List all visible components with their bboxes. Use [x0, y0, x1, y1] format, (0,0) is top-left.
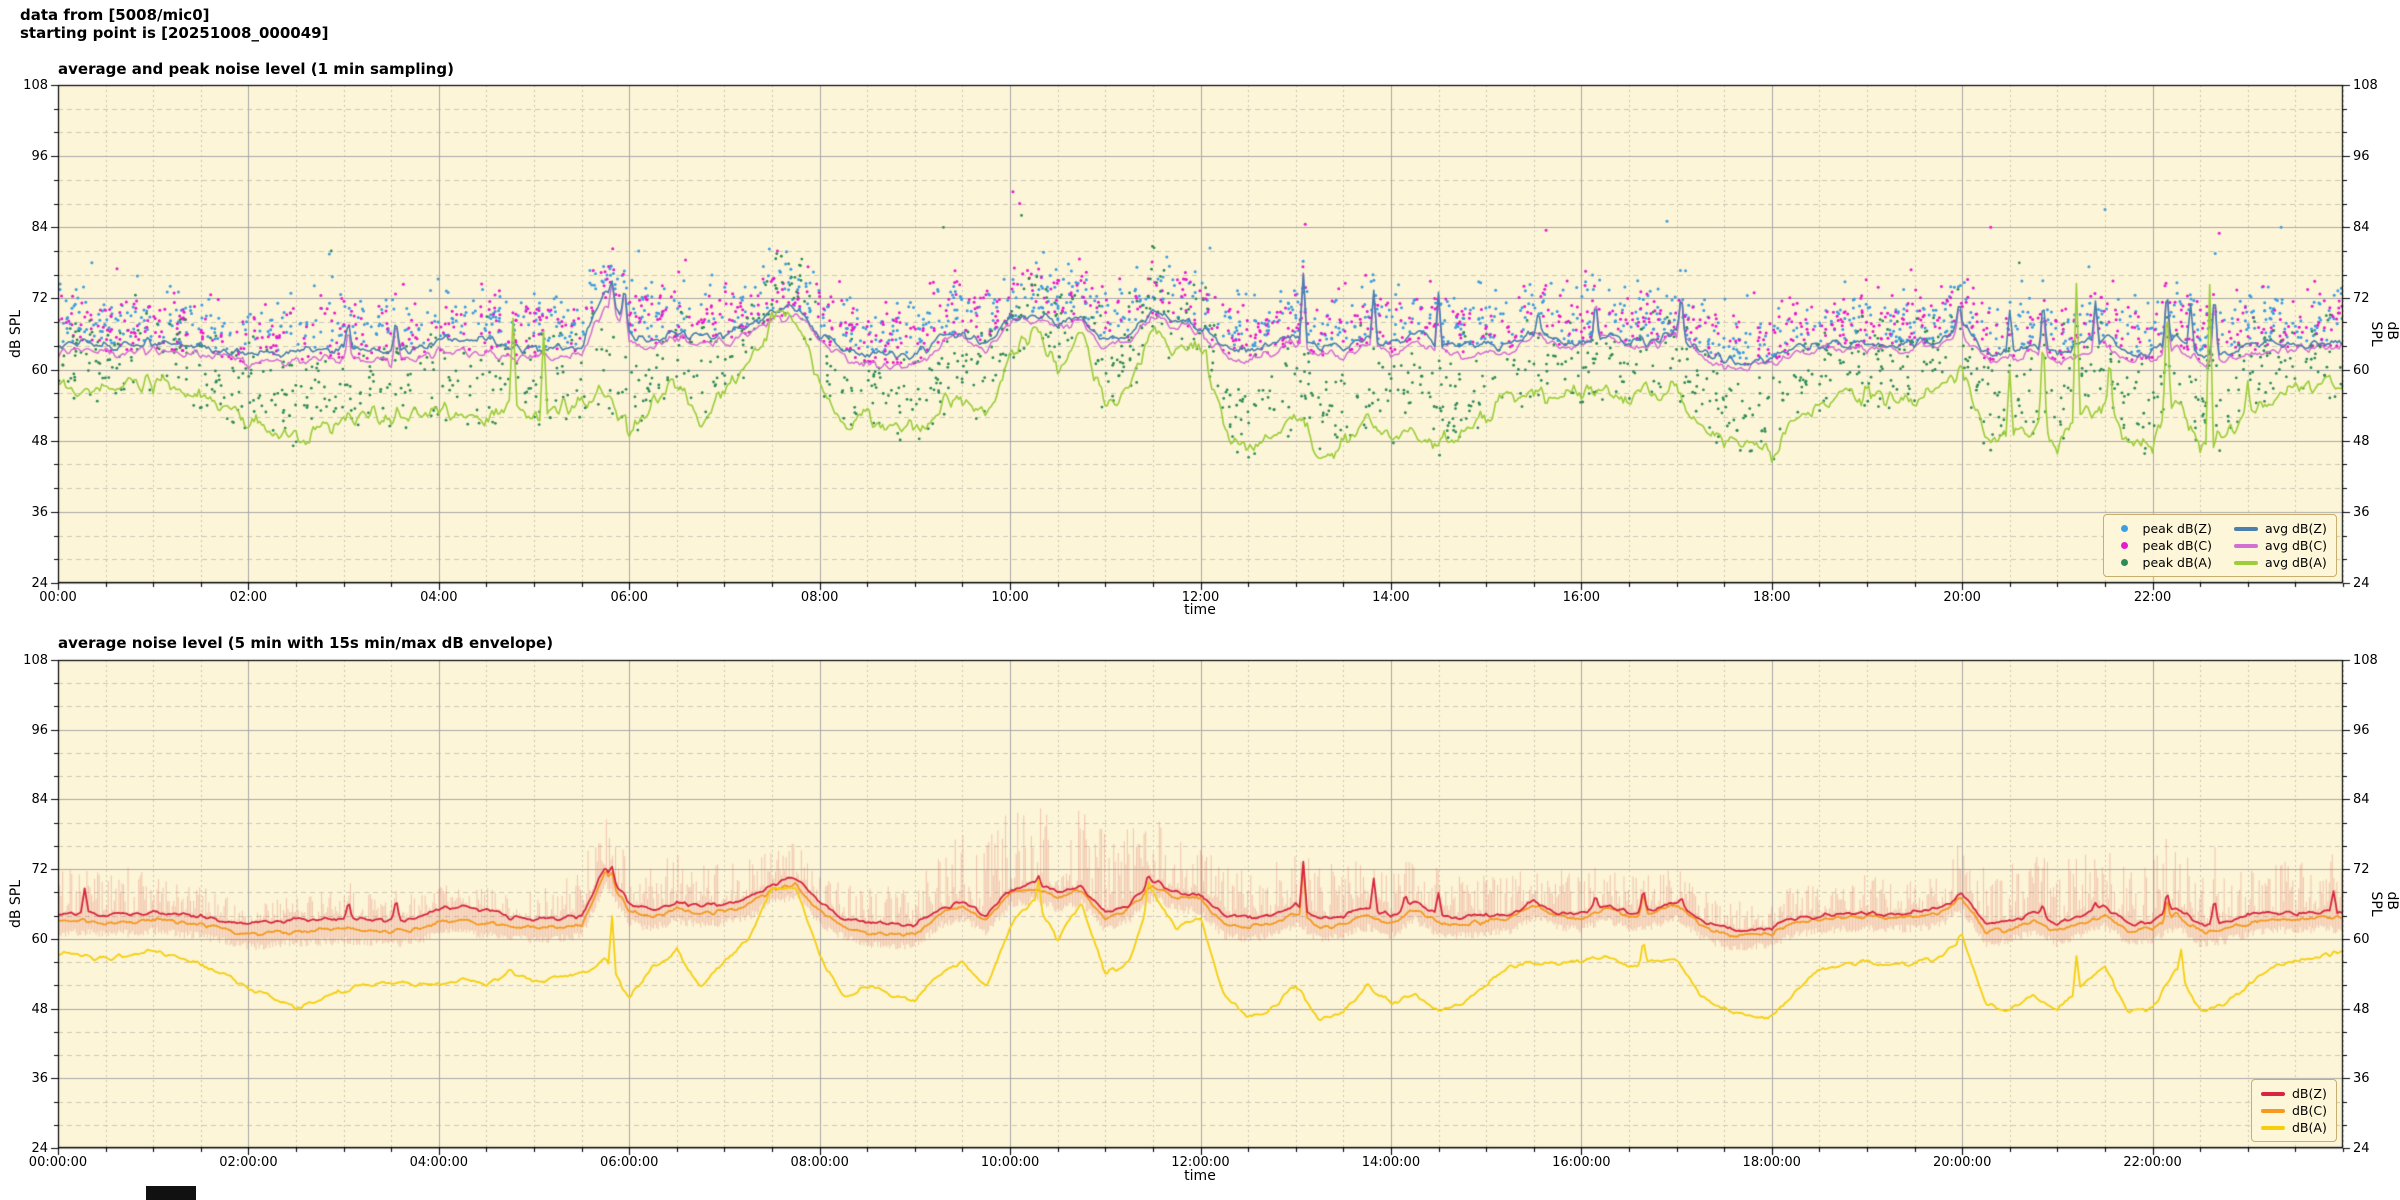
legend-line-swatch	[2261, 1108, 2285, 1113]
legend-line-swatch	[2234, 560, 2259, 565]
chart1-title: average and peak noise level (1 min samp…	[58, 60, 454, 78]
y-tick-label-right: 108	[2353, 653, 2378, 668]
y-tick-label-left: 72	[31, 862, 48, 878]
y-tick-label-left: 36	[31, 1071, 48, 1087]
y-tick-label-left: 84	[31, 792, 48, 808]
legend-item: dB(A)	[2261, 1120, 2327, 1135]
chart2-title: average noise level (5 min with 15s min/…	[58, 634, 554, 652]
y-tick-label-left: 48	[31, 1001, 48, 1017]
x-tick-label: 02:00:00	[219, 1155, 278, 1170]
x-tick-label: 18:00	[1753, 590, 1791, 605]
y-tick-label-right: 36	[2353, 504, 2370, 520]
y-tick-label-right: 84	[2353, 220, 2370, 236]
y-tick-label-right: 72	[2353, 291, 2370, 307]
x-tick-label: 16:00:00	[1552, 1155, 1611, 1170]
chart2-ylabel-left: dB SPL	[8, 879, 24, 929]
y-tick-label-left: 60	[31, 362, 48, 378]
screen-artifact	[146, 1186, 196, 1200]
legend-item: dB(C)	[2261, 1103, 2327, 1118]
chart1-ylabel-left: dB SPL	[8, 309, 24, 359]
y-tick-label-right: 108	[2353, 78, 2378, 93]
x-tick-label: 12:00:00	[1171, 1155, 1230, 1170]
y-tick-label-left: 72	[31, 291, 48, 307]
legend-dot-swatch	[2120, 525, 2128, 532]
legend-line-swatch	[2234, 543, 2259, 548]
y-tick-label-left: 96	[31, 149, 48, 165]
legend-item: dB(Z)	[2261, 1086, 2327, 1101]
x-tick-label: 06:00	[610, 590, 648, 605]
legend-item: peak dB(Z)	[2113, 521, 2213, 536]
legend-item: peak dB(C)	[2113, 538, 2213, 553]
legend-line-swatch	[2234, 526, 2259, 531]
chart1-legend: peak dB(Z) avg dB(Z) peak dB(C) avg dB(C) pe…	[2102, 514, 2337, 577]
y-tick-label-left: 24	[31, 576, 48, 591]
x-tick-label: 14:00:00	[1361, 1155, 1421, 1170]
y-tick-label-right: 96	[2353, 722, 2370, 738]
legend-label: peak dB(C)	[2142, 538, 2213, 553]
x-tick-label: 20:00:00	[1932, 1155, 1992, 1170]
legend-item: avg dB(Z)	[2234, 521, 2327, 536]
legend-item: avg dB(A)	[2234, 555, 2327, 570]
legend-label: peak dB(Z)	[2142, 521, 2212, 536]
legend-item: avg dB(C)	[2234, 538, 2327, 553]
x-tick-label: 12:00	[1181, 590, 1220, 605]
y-tick-label-right: 96	[2353, 149, 2370, 165]
legend-dot-swatch	[2120, 559, 2128, 566]
x-tick-label: 22:00	[2133, 590, 2172, 605]
x-tick-label: 10:00	[991, 590, 1029, 605]
y-tick-label-right: 24	[2353, 576, 2370, 591]
y-tick-label-right: 48	[2353, 433, 2370, 449]
y-tick-label-right: 72	[2353, 862, 2370, 878]
x-tick-label: 20:00	[1943, 590, 1981, 605]
x-tick-label: 18:00:00	[1742, 1155, 1801, 1170]
x-tick-label: 14:00	[1372, 590, 1410, 605]
y-tick-label-right: 24	[2353, 1141, 2370, 1156]
y-tick-label-right: 60	[2353, 362, 2370, 378]
y-tick-label-left: 108	[23, 78, 48, 93]
y-tick-label-right: 60	[2353, 931, 2370, 947]
legend-label: dB(Z)	[2292, 1086, 2327, 1101]
y-tick-label-right: 48	[2353, 1001, 2370, 1017]
legend-dot-swatch	[2120, 542, 2128, 549]
x-tick-label: 16:00	[1562, 590, 1601, 605]
y-tick-label-left: 60	[31, 931, 48, 947]
x-tick-label: 04:00:00	[409, 1155, 469, 1170]
y-tick-label-left: 96	[31, 722, 48, 738]
x-tick-label: 06:00:00	[600, 1155, 659, 1170]
chart2-xlabel: time	[1184, 1168, 1216, 1184]
chart1-xlabel: time	[1184, 602, 1216, 618]
y-tick-label-right: 84	[2353, 792, 2370, 808]
legend-label: avg dB(C)	[2265, 538, 2327, 553]
legend-label: avg dB(A)	[2265, 555, 2327, 570]
legend-label: avg dB(Z)	[2265, 521, 2327, 536]
x-tick-label: 00:00:00	[28, 1155, 88, 1170]
x-tick-label: 02:00	[229, 590, 268, 605]
chart2-legend: dB(Z) dB(C) dB(A)	[2251, 1079, 2337, 1142]
x-tick-label: 22:00:00	[2123, 1155, 2182, 1170]
legend-label: dB(C)	[2292, 1103, 2327, 1118]
y-tick-label-left: 24	[31, 1141, 48, 1156]
x-tick-label: 08:00:00	[790, 1155, 849, 1170]
legend-line-swatch	[2261, 1091, 2285, 1096]
legend-item: peak dB(A)	[2113, 555, 2213, 570]
y-tick-label-right: 36	[2353, 1071, 2370, 1087]
chart2-ylabel-right: dB SPL	[2368, 891, 2400, 917]
y-tick-label-left: 84	[31, 220, 48, 236]
x-tick-label: 08:00	[800, 590, 839, 605]
legend-line-swatch	[2261, 1125, 2285, 1130]
x-tick-label: 04:00	[420, 590, 458, 605]
legend-label: dB(A)	[2292, 1120, 2327, 1135]
chart1-ylabel-right: dB SPL	[2368, 321, 2400, 347]
y-tick-label-left: 36	[31, 504, 48, 520]
y-tick-label-left: 48	[31, 433, 48, 449]
y-tick-label-left: 108	[23, 653, 48, 668]
x-tick-label: 00:00	[39, 590, 77, 605]
legend-label: peak dB(A)	[2142, 555, 2212, 570]
x-tick-label: 10:00:00	[980, 1155, 1040, 1170]
